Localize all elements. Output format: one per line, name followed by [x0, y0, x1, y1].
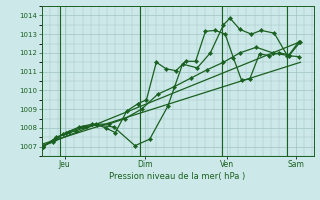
X-axis label: Pression niveau de la mer( hPa ): Pression niveau de la mer( hPa ) [109, 172, 246, 181]
